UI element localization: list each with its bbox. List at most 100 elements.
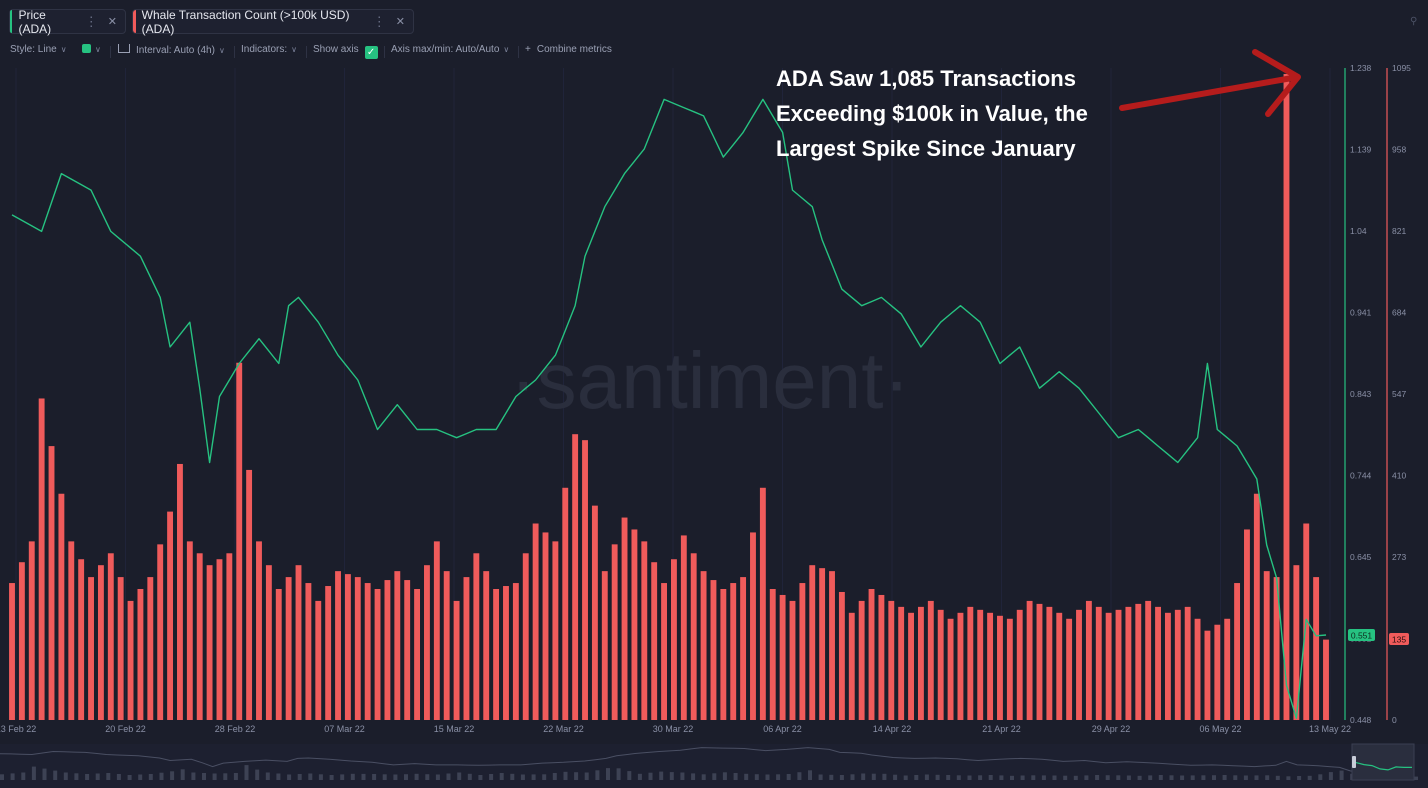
- navigator-bar: [106, 773, 111, 780]
- whale-count-bar: [1145, 600, 1152, 720]
- whale-count-bar: [631, 529, 638, 720]
- navigator-bar: [1190, 775, 1195, 780]
- metrics-tab-bar: Price (ADA) ⋮ ✕ Whale Transaction Count …: [0, 0, 1428, 42]
- whale-count-bar: [58, 493, 65, 720]
- whale-count-bar: [641, 541, 648, 720]
- whale-count-bar: [1244, 529, 1250, 720]
- whale-count-bar: [38, 398, 45, 720]
- whale-count-bar: [680, 535, 687, 720]
- chevron-down-icon: ∨: [95, 45, 101, 54]
- whale-count-bar: [216, 559, 223, 720]
- navigator-bar: [797, 772, 802, 780]
- price-tick-label: 1.139: [1350, 145, 1372, 155]
- style-dropdown[interactable]: Style: Line ∨: [10, 44, 67, 55]
- tab-whale-count-color: [133, 10, 136, 33]
- navigator-bar: [159, 772, 164, 780]
- timeline-navigator[interactable]: [0, 743, 1428, 788]
- navigator-bar: [499, 773, 504, 780]
- whale-count-bar: [1155, 606, 1161, 720]
- navigator-bar: [1212, 775, 1216, 780]
- count-tick-label: 1095: [1392, 63, 1411, 73]
- close-icon[interactable]: ✕: [395, 16, 405, 28]
- whale-count-bar: [256, 541, 262, 720]
- navigator-bar: [1073, 775, 1078, 780]
- count-axis-ticks: 1095 958 821 684 547 410 273 135 0: [1392, 63, 1411, 725]
- checkmark-icon[interactable]: ✓: [364, 46, 378, 59]
- navigator-bar: [659, 771, 664, 780]
- whale-count-bar: [809, 565, 816, 720]
- chevron-down-icon: ∨: [218, 46, 225, 55]
- whale-count-bar: [1105, 612, 1112, 720]
- vertical-dots-icon[interactable]: ⋮: [372, 13, 386, 29]
- whale-count-bar: [552, 541, 559, 720]
- navigator-left-handle[interactable]: [1352, 756, 1356, 768]
- navigator-bar: [956, 775, 961, 780]
- price-tick-label: 0.843: [1350, 389, 1372, 399]
- count-tick-label: 0: [1392, 715, 1397, 725]
- whale-count-bar: [1036, 603, 1043, 720]
- navigator-bar: [808, 770, 812, 780]
- whale-count-bar: [127, 600, 134, 720]
- toolbar-divider: [306, 46, 307, 58]
- whale-count-bar: [1046, 606, 1053, 720]
- x-tick-label: 29 Apr 22: [1092, 724, 1131, 734]
- show-axis-toggle[interactable]: Show axis ✓: [313, 44, 378, 59]
- navigator-bar: [648, 772, 653, 780]
- x-tick-label: 13 May 22: [1309, 724, 1351, 734]
- navigator-bar: [765, 774, 770, 780]
- price-tick-label: 0.941: [1350, 308, 1372, 318]
- navigator-bar: [318, 774, 323, 780]
- navigator-bar: [1095, 775, 1100, 780]
- navigator-bar: [350, 773, 355, 780]
- navigator-bar: [510, 773, 515, 780]
- price-tick-label: 0.744: [1350, 471, 1372, 481]
- navigator-bar: [584, 772, 589, 780]
- whale-count-bar: [285, 577, 292, 720]
- whale-count-bar: [295, 565, 302, 720]
- watermark: ·santiment·: [510, 336, 910, 425]
- navigator-bar: [63, 772, 68, 780]
- indicators-dropdown[interactable]: Indicators: ∨: [241, 44, 297, 55]
- navigator-bar: [53, 770, 58, 780]
- whale-count-bar: [1253, 493, 1260, 720]
- navigator-bar: [850, 774, 855, 780]
- tab-whale-count[interactable]: Whale Transaction Count (>100k USD) (ADA…: [132, 8, 414, 36]
- whale-count-bar: [246, 469, 253, 720]
- navigator-bar: [680, 772, 685, 780]
- current-price-badge: 0.551: [1348, 629, 1375, 641]
- alert-icon[interactable]: ⚲: [1410, 16, 1417, 27]
- whale-count-bar: [335, 571, 341, 720]
- vertical-dots-icon[interactable]: ⋮: [84, 13, 98, 29]
- navigator-bar: [552, 773, 557, 780]
- whale-count-bar: [443, 571, 450, 720]
- interval-dropdown[interactable]: Interval: Auto (4h) ∨: [118, 44, 225, 56]
- navigator-bar: [414, 773, 419, 780]
- navigator-bar: [531, 774, 536, 780]
- close-icon[interactable]: ✕: [107, 16, 117, 28]
- whale-count-bar: [829, 571, 835, 720]
- navigator-bar: [425, 774, 430, 780]
- navigator-bar: [478, 775, 483, 780]
- navigator-selection[interactable]: [1351, 743, 1415, 781]
- price-tick-label: 0.645: [1350, 552, 1372, 562]
- color-picker[interactable]: ∨: [82, 44, 101, 55]
- navigator-bar: [329, 775, 334, 780]
- whale-count-bar: [987, 612, 994, 720]
- navigator-bar: [935, 774, 940, 780]
- navigator-bar: [10, 773, 15, 780]
- navigator-bar: [1052, 775, 1057, 780]
- current-count-value: 135: [1392, 635, 1406, 645]
- toolbar-divider: [234, 46, 235, 58]
- axis-maxmin-label: Axis max/min: Auto/Auto: [391, 44, 500, 55]
- whale-count-bar: [18, 562, 25, 720]
- tab-price[interactable]: Price (ADA) ⋮ ✕: [9, 8, 126, 36]
- whale-count-bar: [1283, 73, 1290, 720]
- navigator-bar: [1339, 770, 1344, 780]
- combine-metrics-button[interactable]: + Combine metrics: [525, 44, 612, 55]
- axis-maxmin-dropdown[interactable]: Axis max/min: Auto/Auto ∨: [391, 44, 509, 55]
- toolbar-divider: [518, 46, 519, 58]
- whale-count-bar: [967, 606, 974, 720]
- whale-count-bar: [1323, 639, 1329, 720]
- whale-count-bar: [354, 577, 361, 720]
